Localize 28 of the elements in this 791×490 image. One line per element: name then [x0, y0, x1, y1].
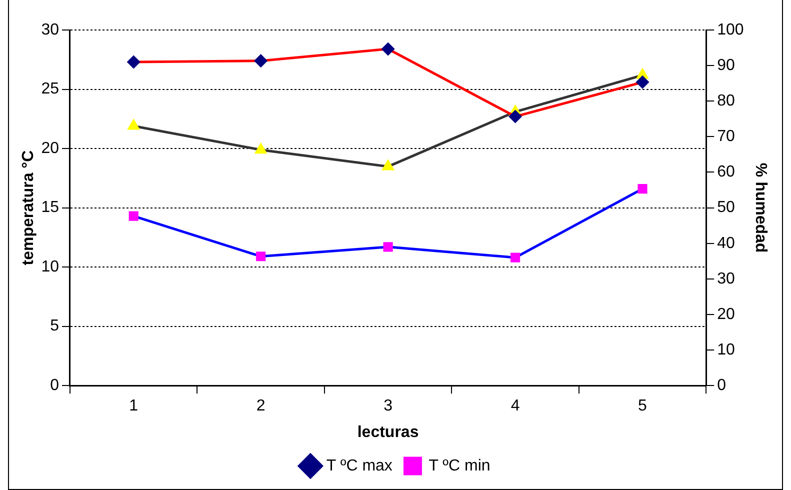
- y-tick-label: 15: [41, 199, 60, 216]
- y-tick-label: 0: [50, 377, 60, 394]
- y-tick-label: 25: [41, 80, 60, 98]
- y2-tick-label: 80: [717, 92, 736, 110]
- y2-tick-label: 0: [717, 377, 726, 394]
- y-axis-title: temperatura °C: [20, 150, 38, 266]
- y2-tick-label: 60: [717, 164, 736, 181]
- x-tick-label: 2: [256, 398, 266, 415]
- y-tick-label: 5: [50, 318, 60, 335]
- y2-tick-label: 50: [717, 199, 736, 216]
- y2-tick-label: 30: [717, 270, 736, 288]
- y2-tick-label: 20: [717, 306, 736, 323]
- y-tick-label: 20: [41, 140, 60, 157]
- x-tick-label: 1: [129, 398, 138, 415]
- legend-label: T ºC min: [428, 457, 490, 474]
- y2-tick-label: 100: [717, 21, 744, 38]
- x-tick-label: 3: [384, 398, 393, 415]
- y2-tick-label: 40: [717, 234, 736, 252]
- legend-label: T ºC max: [326, 457, 392, 474]
- y-tick-label: 10: [41, 258, 60, 276]
- y2-tick-label: 90: [717, 56, 736, 74]
- y2-tick-label: 10: [717, 341, 736, 358]
- y2-axis-title: % humedad: [752, 162, 769, 253]
- y2-tick-label: 70: [717, 128, 736, 146]
- x-tick-label: 5: [638, 398, 648, 415]
- x-tick-label: 4: [510, 398, 520, 415]
- y-tick-label: 30: [41, 21, 60, 38]
- x-axis-title: lecturas: [357, 424, 419, 441]
